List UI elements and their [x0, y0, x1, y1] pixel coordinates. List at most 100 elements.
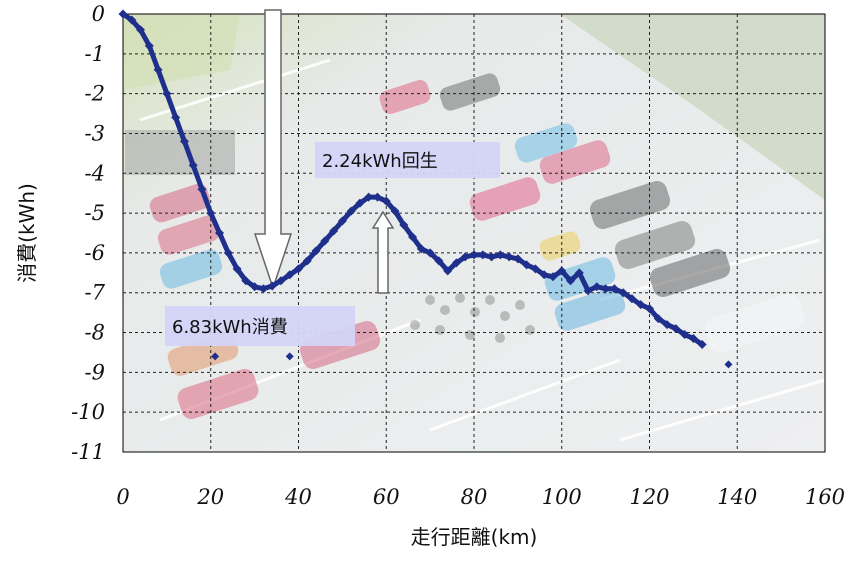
data-series — [118, 9, 733, 369]
data-point — [276, 276, 286, 286]
x-tick-label: 120 — [629, 485, 669, 509]
y-tick-label: -11 — [71, 440, 105, 464]
data-point — [627, 294, 637, 304]
data-point — [592, 282, 602, 292]
y-tick-label: -8 — [85, 321, 105, 345]
x-tick-label: 60 — [373, 485, 400, 509]
y-tick-label: -5 — [85, 201, 105, 225]
y-tick-label: -1 — [85, 42, 105, 66]
data-point — [697, 339, 707, 349]
data-point — [337, 216, 347, 226]
data-point — [662, 320, 672, 330]
data-point — [294, 264, 303, 274]
data-point — [311, 246, 321, 256]
data-point — [329, 226, 339, 236]
data-point — [232, 264, 242, 274]
data-point — [399, 220, 409, 230]
data-point — [653, 314, 663, 324]
data-point — [136, 25, 146, 35]
data-point — [320, 236, 330, 246]
x-tick-label: 0 — [116, 485, 129, 509]
data-point — [258, 284, 268, 294]
y-axis-ticks: 0 -1 -2 -3 -4 -5 -6 -7 -8 -9 -10 -11 — [71, 2, 105, 464]
y-tick-label: -3 — [85, 121, 105, 145]
regeneration-arrow — [371, 210, 395, 294]
data-point — [513, 254, 523, 264]
data-point — [153, 65, 163, 75]
consumption-arrow — [253, 9, 293, 291]
data-point — [557, 266, 567, 276]
series-1 — [211, 352, 733, 369]
data-point — [609, 284, 619, 294]
data-point — [478, 250, 488, 260]
y-tick-label: -2 — [85, 82, 105, 106]
y-tick-label: -7 — [85, 281, 106, 305]
data-point — [680, 330, 690, 340]
data-point — [179, 136, 189, 146]
data-point — [364, 192, 374, 202]
data-point — [390, 206, 400, 216]
data-point — [530, 264, 540, 274]
data-point — [451, 258, 461, 268]
data-point — [171, 113, 181, 123]
data-point — [460, 252, 470, 262]
y-tick-label: -9 — [85, 360, 105, 384]
y-tick-label: -10 — [71, 400, 105, 424]
data-point — [188, 160, 198, 170]
data-point — [539, 270, 549, 280]
data-point — [206, 208, 216, 218]
y-tick-label: -4 — [85, 161, 105, 185]
data-point — [408, 232, 418, 242]
plot-frame — [122, 13, 826, 453]
data-point — [118, 9, 128, 19]
x-tick-label: 100 — [542, 485, 582, 509]
data-point — [618, 288, 628, 298]
data-point — [443, 266, 453, 276]
data-point — [469, 250, 479, 260]
data-point — [127, 15, 137, 25]
x-tick-label: 20 — [196, 485, 224, 509]
data-point — [223, 248, 233, 258]
x-tick-label: 140 — [717, 485, 757, 509]
x-axis-ticks: 0 20 40 60 80 100 120 140 160 — [116, 485, 845, 509]
x-axis-title: 走行距離(km) — [411, 525, 538, 549]
data-point — [372, 192, 382, 202]
data-point — [671, 324, 681, 334]
x-tick-label: 160 — [805, 485, 845, 509]
y-tick-label: 0 — [92, 2, 105, 26]
regen-callout-box — [315, 142, 500, 178]
callouts: 2.24kWh回生 6.83kWh消費 — [165, 142, 500, 346]
data-point — [495, 250, 505, 260]
data-point — [162, 89, 172, 99]
y-tick-label: -6 — [85, 241, 105, 265]
data-point — [522, 260, 532, 270]
data-point — [601, 284, 611, 294]
data-point — [724, 360, 733, 369]
data-point — [688, 334, 698, 344]
data-point — [583, 286, 593, 296]
data-point — [504, 252, 514, 262]
data-point — [645, 304, 654, 314]
consumption-callout-box — [165, 306, 355, 346]
data-point — [425, 248, 435, 258]
data-point — [144, 41, 154, 51]
data-point — [355, 198, 365, 208]
data-point — [285, 270, 295, 280]
x-tick-label: 80 — [461, 485, 488, 509]
y-axis-title: 消費(kWh) — [15, 183, 39, 283]
data-point — [250, 282, 260, 292]
data-point — [241, 276, 251, 286]
data-point — [548, 272, 558, 282]
callout-arrows — [253, 9, 395, 294]
data-point — [267, 281, 277, 291]
data-point — [574, 268, 584, 278]
data-point — [285, 352, 294, 361]
data-point — [434, 256, 444, 266]
data-point — [215, 228, 225, 238]
data-point — [416, 244, 426, 254]
data-point — [381, 196, 391, 206]
series-0 — [118, 9, 707, 349]
regen-callout-text: 2.24kWh回生 — [322, 151, 438, 172]
data-point — [566, 276, 576, 286]
